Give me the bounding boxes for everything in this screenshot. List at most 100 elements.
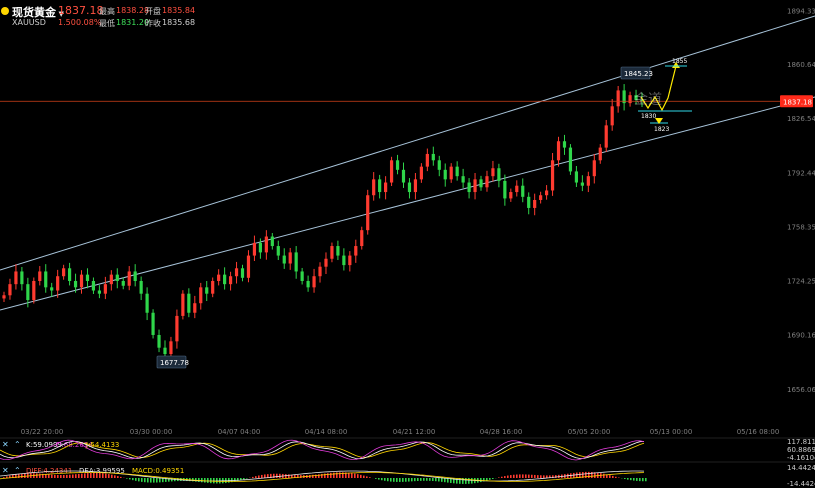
macd-bar [384,478,386,481]
current-price-tag [780,95,813,108]
macd-bar [288,474,290,478]
macd-bar [441,478,443,482]
candle-body [187,293,191,313]
candle-body [258,242,262,253]
macd-bar [315,474,317,478]
macd-bar [345,472,347,478]
y-tick-label: 1656.06 [787,386,815,394]
candle-body [133,271,137,281]
macd-bar [576,472,578,478]
macd-bar [579,472,581,478]
candle-body [151,312,155,335]
gold-icon [1,7,9,15]
macd-bar [9,475,11,478]
candle-body [574,171,579,183]
macd-bar [585,471,587,478]
macd-bar [318,474,320,478]
macd-bar [633,478,635,481]
macd-bar [84,473,86,478]
macd-bar [462,478,464,484]
macd-bar [615,476,617,478]
macd-bar [540,475,542,478]
candle-body [413,179,418,193]
candle-body [109,274,113,285]
candle-body [354,246,358,256]
candle-body [223,274,227,285]
candle-body [246,255,251,278]
candle-body [431,153,435,161]
macd-bar [108,474,110,478]
macd-bar [504,476,506,478]
candle-body [562,141,567,148]
macd-bar [39,473,41,478]
macd-bar [147,478,149,483]
candle-body [539,195,543,200]
macd-bar [609,475,611,478]
candle-body [521,185,525,197]
macd-bar [360,474,362,478]
instrument-title[interactable]: 现货黄金 [12,6,56,19]
macd-bar [552,475,554,478]
candle-body [449,166,453,180]
macd-bar [42,473,44,478]
candle-body [56,276,60,291]
candle-body [324,258,328,267]
macd-bar [333,472,335,478]
channel-lower-line [0,96,815,311]
candle-body [20,271,24,285]
candle-body [634,95,638,100]
macd-bar [432,478,434,481]
candle-body [211,280,215,294]
x-tick-label: 05/13 00:00 [650,428,693,436]
high-point-label: 1845.23 [624,70,653,78]
candle-body [395,160,400,170]
candle-body [38,271,42,281]
price-change: 1.50 [58,18,76,27]
instrument-symbol: XAUUSD [12,18,46,27]
macd-bar [546,475,548,478]
macd-bar [513,474,515,478]
low-label: 最低 [99,19,115,28]
macd-bar [102,473,104,478]
macd-bar [351,473,353,478]
macd-bar [366,476,368,478]
open-label: 开盘 [145,7,161,16]
macd-bar [297,474,299,478]
candle-body [97,290,102,294]
macd-bar [168,478,170,482]
candle-body [157,334,161,348]
close-icon: ✕ [2,466,9,475]
candle-body [556,141,561,161]
macd-bar [267,474,269,478]
candle-body [384,182,388,193]
macd-bar [630,478,632,481]
macd-bar [300,475,302,478]
macd-bar [48,474,50,478]
candle-body [175,315,179,342]
macd-bar [549,475,551,478]
macd-bar [231,478,233,483]
dropdown-arrow-icon[interactable]: ▼ [58,10,64,18]
macd-bar [21,473,23,478]
candle-body [264,236,268,253]
candle-body [389,160,394,183]
candle-body [533,199,537,208]
macd-scale: 14.4424 [787,464,815,472]
price-change-pct: 0.08% [76,18,102,27]
macd-bar [27,473,29,478]
macd-bar [36,473,38,478]
candle-body [62,268,66,277]
macd-bar [411,478,413,482]
x-tick-label: 04/07 04:00 [218,428,261,436]
macd-bar [126,478,128,479]
macd-bar [438,478,440,482]
macd-bar [486,478,488,481]
macd-bar [261,474,263,478]
macd-bar [246,478,248,479]
candle-body [330,246,334,259]
macd-bar [393,478,395,482]
macd-bar [357,474,359,478]
macd-bar [138,478,140,482]
macd-bar [531,474,533,478]
